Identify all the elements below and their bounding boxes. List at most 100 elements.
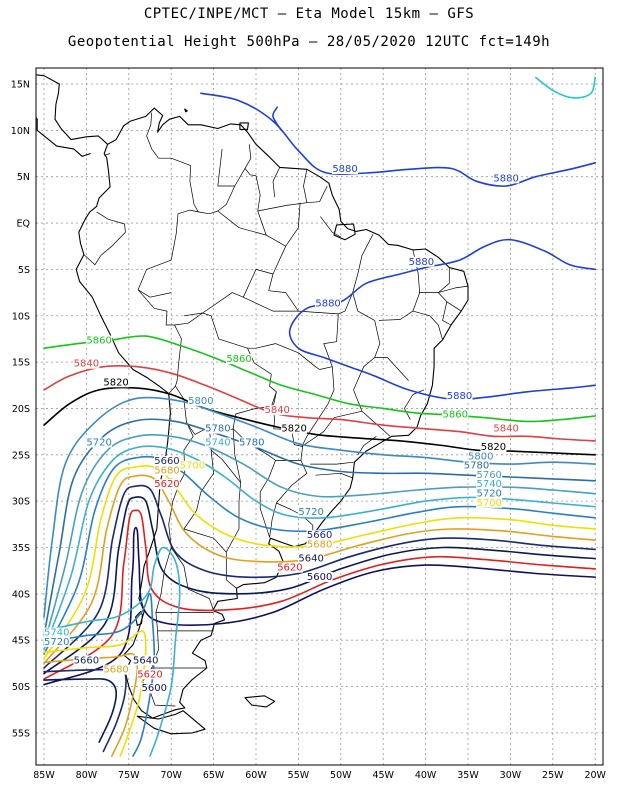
contour-label: 5620 — [153, 479, 180, 490]
contour-label-text: 5840 — [74, 359, 99, 370]
contour-label-background — [153, 456, 180, 467]
central-america-pacific-coastline — [36, 116, 91, 157]
political-border — [244, 144, 328, 212]
contour-label: 5720 — [476, 488, 503, 500]
contour-label: 5760 — [476, 469, 503, 481]
political-border — [301, 410, 391, 447]
contour-5640 — [43, 496, 596, 675]
longitude-tick-label: 70W — [160, 770, 182, 781]
contour-label: 5700 — [476, 497, 503, 509]
contour-5680 — [43, 474, 596, 665]
contour-label-background — [86, 335, 113, 346]
latitude-tick-label: 30S — [12, 497, 30, 508]
contour-label: 5600 — [306, 571, 333, 583]
contour-label-background — [480, 442, 507, 453]
falkland-islands-coastline — [244, 695, 276, 708]
contour-5860 — [43, 335, 596, 423]
contour-label: 5880 — [493, 173, 520, 184]
contour-label-text: 5860 — [86, 336, 111, 347]
caribbean-island-coastline — [184, 108, 188, 113]
contour-label-text: 5740 — [476, 479, 501, 490]
contour-label-background — [442, 409, 469, 420]
political-border — [323, 292, 354, 367]
contour-label: 5720 — [86, 437, 113, 449]
caribbean-island-coastline — [239, 122, 249, 130]
caribbean-island-coastline — [100, 53, 119, 58]
political-border — [210, 449, 241, 483]
political-border — [418, 267, 450, 293]
political-border — [374, 357, 409, 381]
contour-label-background — [315, 298, 342, 309]
contour-label-background — [153, 479, 180, 490]
contour-label: 5720 — [43, 636, 70, 648]
contour-label-text: 5660 — [307, 530, 332, 541]
contour-label: 5640 — [132, 655, 159, 666]
contour-label-text: 5620 — [137, 669, 162, 680]
contour-label-text: 5620 — [277, 563, 302, 574]
axis-labels: 15N 10N 5N EQ 5S 10S 15S 20S 25S 30S 35S 40S 45S 50S 5… — [11, 80, 607, 782]
longitude-tick-label: 30W — [500, 770, 522, 781]
contour-label-background — [476, 469, 503, 480]
contour-label-background — [43, 636, 70, 647]
political-border — [183, 528, 227, 553]
contour-label: 5740 — [43, 627, 70, 639]
contour-label: 5820 — [281, 423, 308, 435]
contour-label-background — [306, 539, 333, 550]
contour-5660 — [43, 484, 596, 669]
contour-label-background — [306, 530, 333, 541]
contour-label-text: 5860 — [226, 354, 251, 365]
contour-5640 — [43, 678, 118, 743]
graticule — [36, 68, 603, 765]
longitude-tick-label: 35W — [457, 770, 479, 781]
contour-5880 — [200, 92, 596, 187]
contour-label-text: 5880 — [332, 164, 357, 175]
contour-label-background — [86, 437, 113, 448]
contour-5620 — [43, 509, 596, 680]
political-border — [217, 210, 267, 236]
contour-label-background — [204, 423, 231, 434]
longitude-tick-label: 25W — [542, 770, 564, 781]
contour-label-background — [238, 437, 265, 448]
political-border — [303, 169, 308, 203]
map-title-line-1: CPTEC/INPE/MCT – Eta Model 15km – GFS — [143, 6, 475, 22]
contour-label-text: 5820 — [281, 424, 306, 435]
contour-label-background — [276, 562, 303, 573]
political-border — [170, 547, 214, 611]
contour-label-background — [493, 423, 520, 434]
contour-cyan — [535, 76, 596, 99]
contour-label-text: 5840 — [493, 424, 518, 435]
contour-label-background — [476, 488, 503, 499]
contour-label-background — [408, 256, 435, 267]
contour-label: 5780 — [463, 460, 490, 472]
contour-label-background — [153, 465, 180, 476]
latitude-tick-label: 5N — [17, 172, 30, 183]
contour-label-text: 5760 — [476, 470, 501, 481]
contour-label: 5600 — [141, 683, 168, 694]
latitude-tick-label: 15S — [12, 358, 30, 369]
latitude-tick-label: 25S — [12, 450, 30, 461]
contour-label-background — [332, 164, 359, 175]
contour-label-text: 5680 — [307, 540, 332, 551]
caribbean-island-coastline — [195, 52, 209, 57]
contour-5720 — [43, 592, 156, 757]
contour-label: 5840 — [493, 423, 520, 435]
contour-label: 5640 — [298, 553, 325, 564]
contour-label: 5800 — [467, 451, 494, 462]
latitude-tick-label: 35S — [12, 543, 30, 554]
contour-label-background — [179, 460, 206, 471]
contour-label-text: 5720 — [298, 507, 323, 518]
longitude-tick-label: 60W — [245, 770, 267, 781]
political-border — [202, 292, 244, 314]
contour-label-text: 5780 — [239, 438, 264, 449]
contour-5840 — [43, 364, 596, 442]
contour-5740 — [43, 546, 181, 757]
south-america-coastline — [75, 107, 469, 719]
contour-label-text: 5600 — [142, 683, 167, 694]
contour-label-text: 5880 — [315, 298, 340, 309]
contour-label-background — [476, 497, 503, 508]
contour-label: 5840 — [264, 405, 291, 416]
contour-label-text: 5880 — [493, 173, 518, 184]
contour-label: 5820 — [103, 377, 130, 388]
longitude-tick-label: 50W — [330, 770, 352, 781]
